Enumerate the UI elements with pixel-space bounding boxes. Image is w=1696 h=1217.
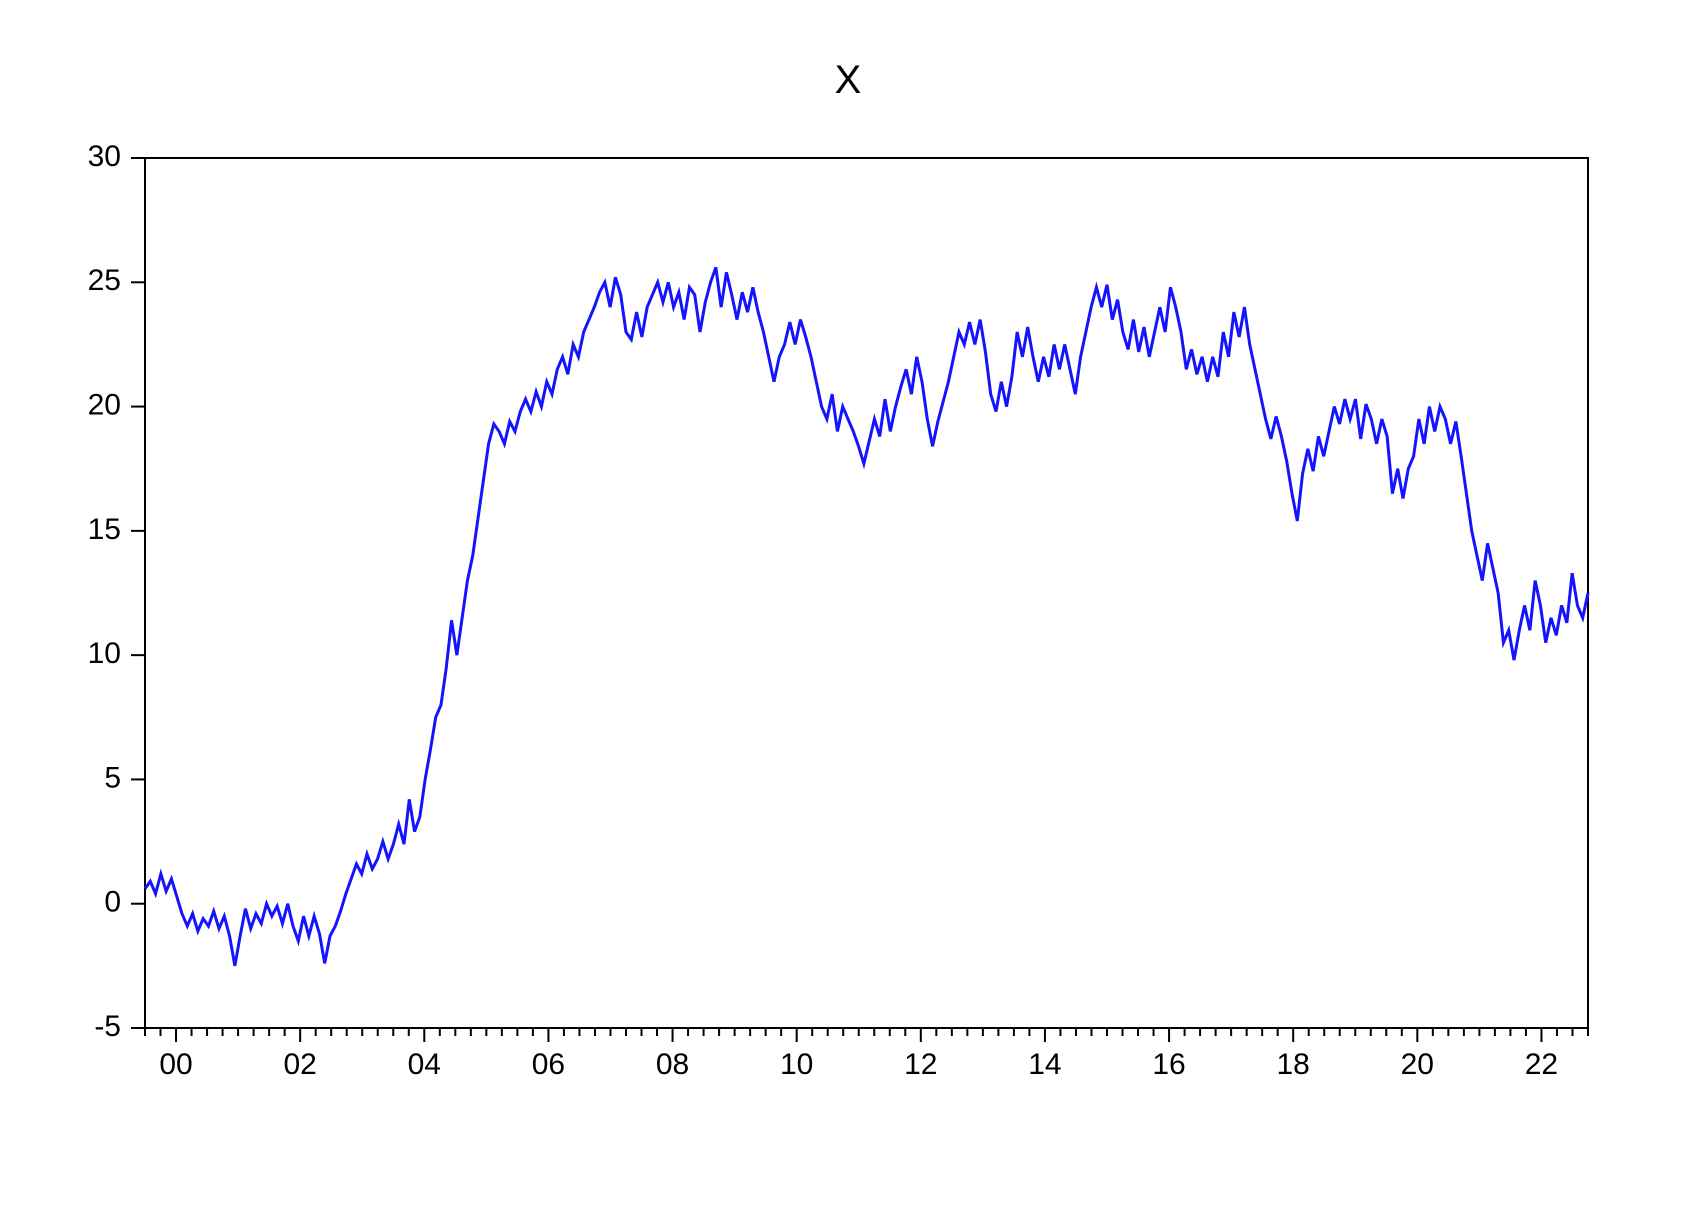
- y-tick-label: 25: [88, 264, 121, 297]
- y-tick-label: 15: [88, 513, 121, 546]
- y-tick-label: 5: [104, 761, 121, 794]
- y-tick-label: -5: [94, 1010, 121, 1043]
- x-tick-label: 08: [656, 1048, 689, 1081]
- plot-area: [145, 158, 1588, 1028]
- y-tick-label: 0: [104, 886, 121, 919]
- x-tick-label: 20: [1401, 1048, 1434, 1081]
- x-tick-label: 04: [408, 1048, 441, 1081]
- x-tick-label: 00: [159, 1048, 192, 1081]
- x-tick-label: 18: [1277, 1048, 1310, 1081]
- y-tick-label: 30: [88, 140, 121, 173]
- x-tick-label: 14: [1028, 1048, 1061, 1081]
- y-tick-label: 20: [88, 388, 121, 421]
- y-tick-label: 10: [88, 637, 121, 670]
- line-chart: -5 0 5 10 15 20 25 30 00 02 04 06 08 10 12 14 16 18 20 22: [0, 0, 1696, 1217]
- x-tick-label: 12: [904, 1048, 937, 1081]
- x-tick-label: 02: [283, 1048, 316, 1081]
- x-tick-label: 16: [1152, 1048, 1185, 1081]
- x-tick-label: 22: [1525, 1048, 1558, 1081]
- x-tick-label: 10: [780, 1048, 813, 1081]
- x-tick-label: 06: [532, 1048, 565, 1081]
